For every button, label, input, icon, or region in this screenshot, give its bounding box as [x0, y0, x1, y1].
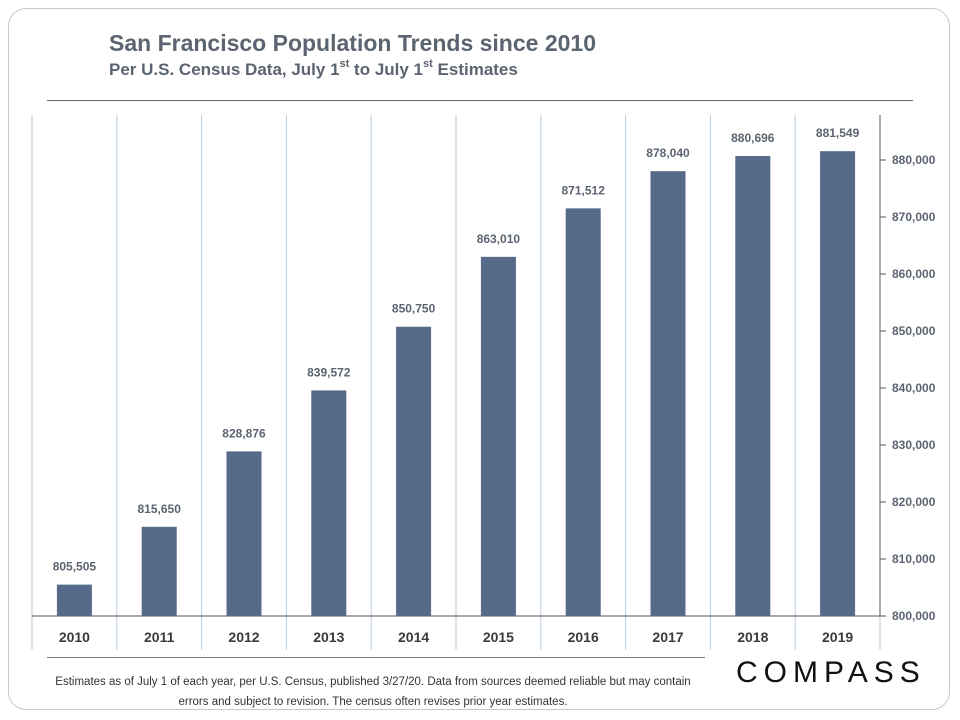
y-tick-label: 810,000 — [892, 552, 936, 566]
bar — [735, 156, 771, 616]
x-tick-label: 2018 — [737, 629, 768, 645]
x-tick-label: 2012 — [228, 629, 259, 645]
bar-value-label: 850,750 — [392, 302, 436, 316]
bar-value-label: 863,010 — [477, 232, 521, 246]
subtitle-superscript-2: st — [423, 58, 433, 71]
y-tick-label: 830,000 — [892, 438, 936, 452]
y-tick-label: 870,000 — [892, 210, 936, 224]
x-tick-label: 2015 — [483, 629, 514, 645]
title-rule — [47, 100, 913, 101]
footnote-rule — [47, 657, 705, 658]
bar-value-label: 828,876 — [222, 426, 266, 440]
x-tick-label: 2011 — [144, 629, 175, 645]
bar-value-label: 871,512 — [562, 183, 606, 197]
bar — [565, 208, 601, 617]
bar-value-label: 880,696 — [731, 131, 775, 145]
y-tick-label: 850,000 — [892, 324, 936, 338]
compass-logo: COMPASS — [736, 656, 926, 689]
bar — [311, 390, 347, 616]
y-tick-label: 860,000 — [892, 267, 936, 281]
bar-value-label: 805,505 — [53, 560, 97, 574]
y-tick-label: 820,000 — [892, 495, 936, 509]
subtitle-lead: Per U.S. Census Data, July 1 — [109, 60, 340, 79]
bar — [480, 256, 516, 616]
x-tick-label: 2014 — [398, 629, 429, 645]
bar — [650, 171, 686, 616]
bar — [396, 326, 432, 616]
bar — [141, 526, 177, 616]
subtitle-superscript-1: st — [339, 58, 350, 71]
y-tick-label: 880,000 — [892, 153, 936, 167]
x-tick-label: 2013 — [313, 629, 344, 645]
subtitle-mid: to July 1 — [349, 60, 424, 79]
bar — [56, 584, 92, 616]
bar-value-label: 839,572 — [307, 365, 351, 379]
bar-value-label: 881,549 — [816, 126, 860, 140]
x-tick-label: 2010 — [59, 629, 90, 645]
x-tick-label: 2017 — [652, 629, 683, 645]
bar — [820, 151, 856, 616]
subtitle-tail: Estimates — [432, 60, 518, 79]
x-tick-label: 2016 — [568, 629, 599, 645]
bar-value-label: 815,650 — [138, 502, 182, 516]
bar — [226, 451, 262, 616]
chart-subtitle: Per U.S. Census Data, July 1st to July 1… — [109, 58, 518, 80]
footnote: Estimates as of July 1 of each year, per… — [55, 676, 691, 708]
y-tick-label: 800,000 — [892, 609, 936, 623]
y-tick-label: 840,000 — [892, 381, 936, 395]
bar-value-label: 878,040 — [646, 146, 690, 160]
chart-title: San Francisco Population Trends since 20… — [109, 30, 596, 56]
x-tick-label: 2019 — [822, 629, 853, 645]
